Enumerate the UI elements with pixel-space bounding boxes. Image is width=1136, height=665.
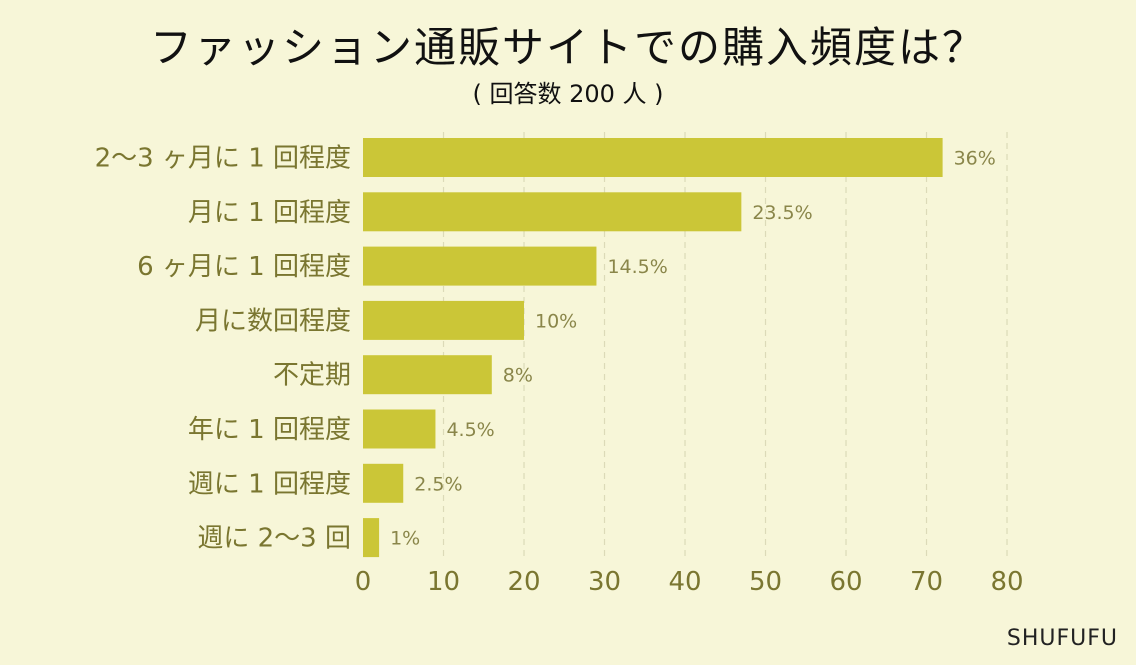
value-label: 36% bbox=[954, 148, 996, 170]
category-label: 不定期 bbox=[273, 361, 351, 391]
bars bbox=[363, 138, 943, 558]
bar bbox=[363, 409, 436, 449]
bar bbox=[363, 138, 943, 177]
category-label: 2〜3 ヶ月に 1 回程度 bbox=[95, 144, 351, 174]
bar bbox=[363, 246, 597, 286]
value-label: 2.5% bbox=[414, 473, 462, 495]
x-tick-label: 80 bbox=[990, 567, 1023, 597]
value-label: 23.5% bbox=[752, 202, 812, 224]
chart-subtitle: ( 回答数 200 人 ) bbox=[472, 80, 664, 108]
category-label: 6 ヶ月に 1 回程度 bbox=[137, 252, 351, 282]
value-label: 4.5% bbox=[446, 419, 494, 441]
x-tick-label: 70 bbox=[910, 567, 943, 597]
x-tick-label: 10 bbox=[427, 567, 460, 597]
category-label: 月に 1 回程度 bbox=[188, 198, 351, 228]
chart-title: ファッション通販サイトでの購入頻度は？ bbox=[149, 23, 986, 72]
x-tick-label: 20 bbox=[507, 567, 540, 597]
category-label: 週に 2〜3 回 bbox=[197, 524, 351, 554]
grid-lines bbox=[442, 132, 1008, 556]
bar bbox=[363, 355, 492, 395]
x-tick-label: 30 bbox=[588, 567, 621, 597]
category-label: 月に数回程度 bbox=[195, 306, 351, 336]
bar bbox=[363, 518, 380, 558]
value-label: 8% bbox=[503, 365, 533, 387]
x-tick-label: 50 bbox=[749, 567, 782, 597]
value-label: 1% bbox=[390, 528, 420, 550]
value-label: 10% bbox=[535, 310, 577, 332]
bar bbox=[363, 300, 524, 340]
x-tick-label: 60 bbox=[829, 567, 862, 597]
category-label: 年に 1 回程度 bbox=[188, 415, 351, 445]
bar bbox=[363, 192, 742, 232]
value-label: 14.5% bbox=[607, 256, 667, 278]
category-label: 週に 1 回程度 bbox=[188, 469, 351, 499]
bar bbox=[363, 463, 404, 503]
x-tick-label: 0 bbox=[355, 567, 372, 597]
x-axis-ticks: 0 10 20 30 40 50 60 70 80 bbox=[355, 567, 1024, 597]
value-labels: 36% 23.5% 14.5% 10% 8% 4.5% 2.5% 1% bbox=[390, 148, 996, 550]
x-tick-label: 40 bbox=[668, 567, 701, 597]
brand-logo-text: SHUFUFU bbox=[1006, 626, 1118, 651]
